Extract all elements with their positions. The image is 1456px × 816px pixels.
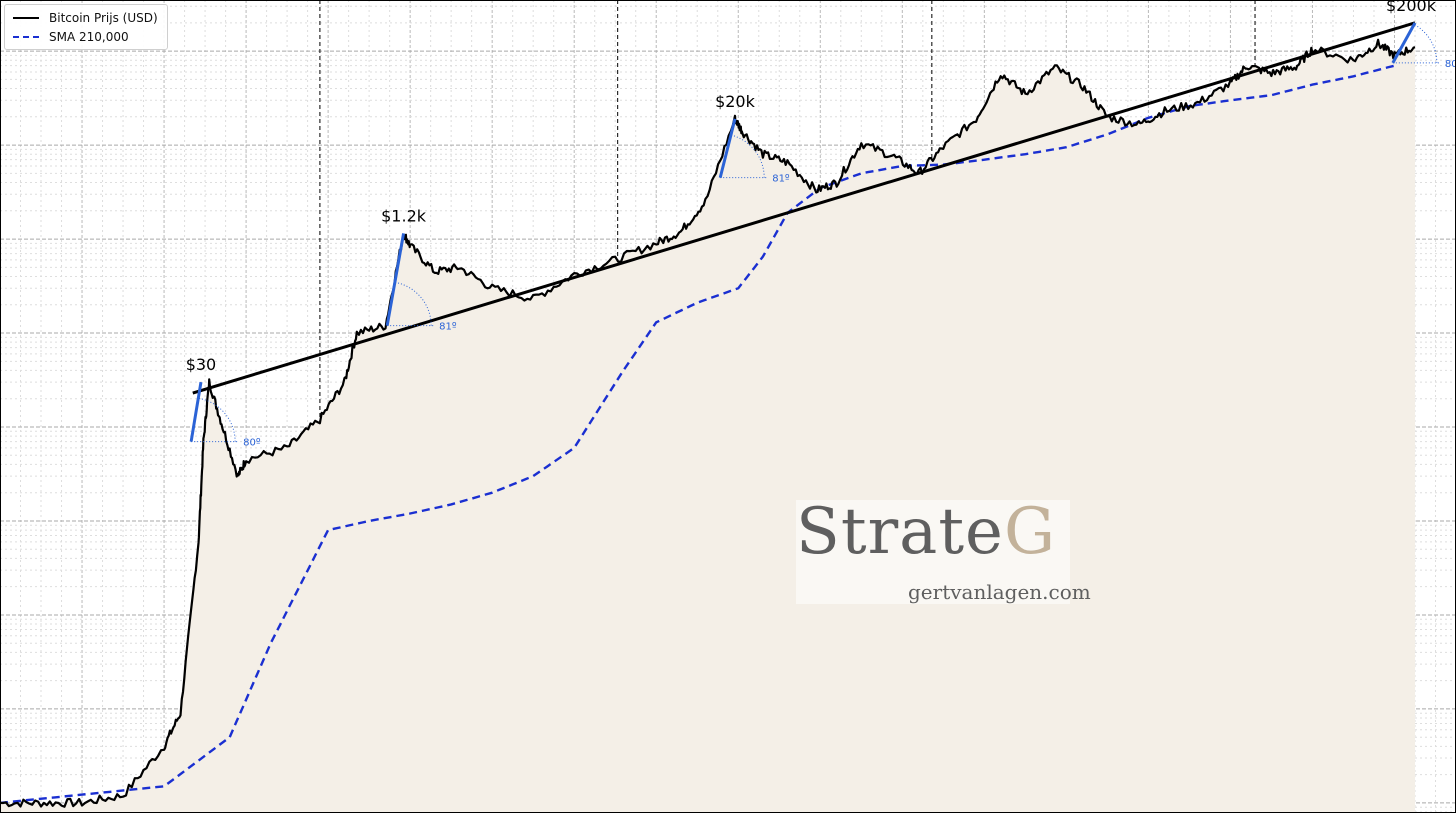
angle-marker-label: 81º	[772, 174, 790, 185]
watermark-site: gertvanlagen.com	[908, 580, 1091, 604]
angle-marker-arc	[394, 281, 432, 326]
angle-marker-arc	[730, 134, 765, 178]
legend-item-sma: SMA 210,000	[13, 28, 129, 46]
angle-marker-line	[718, 118, 737, 179]
angle-marker-arc	[1413, 23, 1438, 63]
legend-label-price: Bitcoin Prijs (USD)	[49, 11, 158, 25]
peak-labels: $30 $1.2k $20k $200k	[186, 0, 1437, 374]
angle-marker-label: 80º	[243, 438, 261, 449]
price-line	[0, 38, 1416, 808]
angle-markers: 80º 81º 81º 80º	[189, 22, 1456, 449]
peak-label: $30	[186, 355, 217, 374]
price-area-fill	[0, 39, 1415, 813]
legend-label-sma: SMA 210,000	[49, 30, 129, 44]
angle-marker-label: 80º	[1445, 59, 1456, 70]
legend-swatch-price	[13, 17, 39, 19]
watermark-brand: Strate	[796, 495, 1004, 569]
legend: Bitcoin Prijs (USD) SMA 210,000	[4, 4, 168, 50]
peak-label: $20k	[715, 92, 756, 111]
angle-marker-line	[385, 233, 406, 326]
trend-line	[192, 21, 1416, 395]
watermark: Strate G gertvanlagen.com	[796, 495, 1091, 604]
price-series	[0, 38, 1416, 808]
angle-marker-arc	[198, 397, 236, 442]
angle-marker-line	[1391, 22, 1417, 64]
angle-marker-line	[189, 381, 203, 442]
legend-item-price: Bitcoin Prijs (USD)	[13, 9, 158, 27]
peak-label: $1.2k	[381, 206, 427, 225]
price-fill	[0, 39, 1415, 813]
peak-label: $200k	[1386, 0, 1437, 15]
angle-marker-label: 81º	[439, 322, 457, 333]
watermark-brand-g: G	[1004, 495, 1056, 569]
trendline	[192, 21, 1416, 395]
legend-swatch-sma	[13, 36, 39, 38]
